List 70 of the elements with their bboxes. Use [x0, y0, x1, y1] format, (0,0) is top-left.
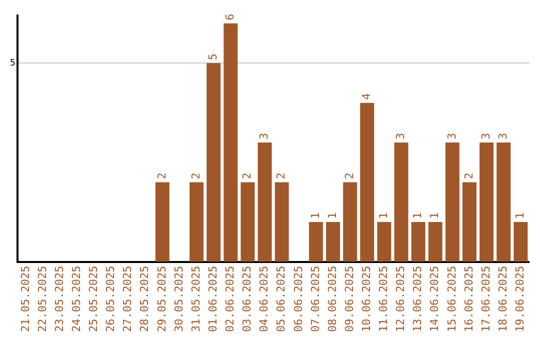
- x-tick-label: 09.06.2025: [342, 266, 356, 332]
- x-tick-label: 27.05.2025: [121, 266, 134, 332]
- x-tick-label: 08.06.2025: [326, 266, 339, 332]
- x-tick-label: 14.06.2025: [428, 266, 442, 332]
- x-tick-label: 02.06.2025: [224, 266, 237, 332]
- bar: [206, 63, 221, 262]
- bar: [377, 222, 392, 262]
- x-tick-label: 23.05.2025: [52, 266, 66, 332]
- data-label: 1: [428, 212, 442, 220]
- x-tick-label: 13.06.2025: [411, 266, 424, 332]
- bar: [394, 142, 408, 262]
- bar: [428, 222, 442, 262]
- x-tick-label: 15.06.2025: [445, 266, 458, 332]
- x-tick-label: 31.05.2025: [189, 266, 202, 332]
- bar: [343, 182, 358, 262]
- x-tick-label: 17.06.2025: [479, 266, 492, 332]
- data-label: 3: [479, 132, 492, 140]
- data-label: 6: [224, 14, 237, 20]
- x-tick-label: 16.06.2025: [462, 266, 476, 332]
- x-tick-label: 29.05.2025: [155, 266, 168, 332]
- data-label: 2: [274, 172, 288, 180]
- bar: [308, 222, 323, 262]
- data-label: 1: [514, 212, 527, 220]
- data-label: 1: [377, 212, 390, 220]
- bar: [514, 222, 528, 262]
- x-tick-label: 22.05.2025: [36, 266, 49, 332]
- data-label: 2: [240, 172, 254, 180]
- x-tick-label: 07.06.2025: [308, 266, 322, 332]
- data-label: 4: [360, 92, 373, 100]
- bar: [480, 142, 494, 262]
- data-label: 3: [394, 132, 408, 140]
- x-tick-label: 19.06.2025: [514, 266, 527, 332]
- bar: [326, 222, 340, 262]
- data-label: 1: [411, 212, 424, 220]
- data-label: 2: [189, 172, 202, 180]
- x-tick-label: 30.05.2025: [172, 266, 186, 332]
- data-label: 2: [155, 172, 168, 180]
- bar: [445, 142, 460, 262]
- data-label: 3: [445, 132, 458, 140]
- x-tick-label: 21.05.2025: [18, 266, 32, 332]
- x-tick-label: 04.06.2025: [258, 266, 271, 332]
- x-tick-label: 18.06.2025: [496, 266, 510, 332]
- bar: [224, 23, 238, 262]
- x-tick-label: 01.06.2025: [206, 266, 220, 332]
- bar: [190, 182, 204, 262]
- bar: [411, 222, 426, 262]
- x-tick-label: 05.06.2025: [274, 266, 288, 332]
- data-label: 1: [326, 212, 339, 220]
- x-tick-label: 25.05.2025: [87, 266, 100, 332]
- bar: [240, 182, 255, 262]
- data-label: 1: [308, 212, 322, 220]
- bar: [258, 142, 272, 262]
- x-tick-label: 03.06.2025: [240, 266, 254, 332]
- x-tick-label: 12.06.2025: [394, 266, 408, 332]
- bar: [274, 182, 289, 262]
- data-label: 3: [258, 132, 271, 140]
- bar: [155, 182, 170, 262]
- x-tick-label: 24.05.2025: [70, 266, 83, 332]
- data-label: 3: [496, 132, 510, 140]
- x-tick-label: 28.05.2025: [138, 266, 152, 332]
- data-label: 2: [342, 172, 356, 180]
- bar: [496, 142, 511, 262]
- x-tick-label: 06.06.2025: [292, 266, 305, 332]
- data-label: 5: [206, 53, 220, 60]
- x-tick-label: 11.06.2025: [377, 266, 390, 332]
- bar: [462, 182, 476, 262]
- bar: [360, 102, 374, 262]
- x-tick-label: 10.06.2025: [360, 266, 373, 332]
- x-tick-label: 26.05.2025: [104, 266, 118, 332]
- data-label: 2: [462, 172, 476, 180]
